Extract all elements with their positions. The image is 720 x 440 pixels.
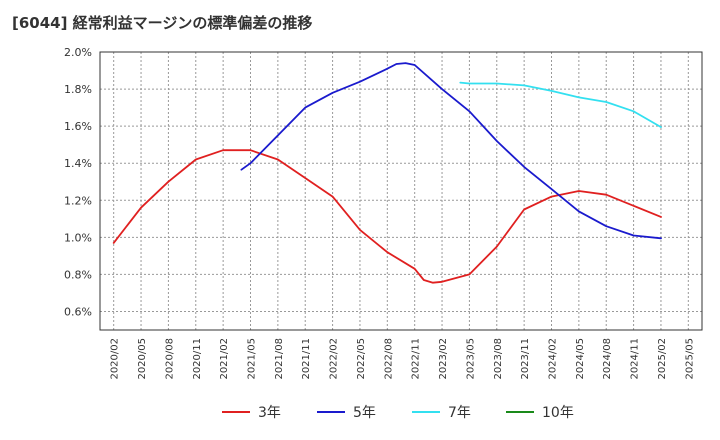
legend-swatch-7y [412,411,440,413]
x-tick-label: 2024/08 [602,338,613,380]
plot-frame [99,51,703,331]
series-layer [112,62,662,284]
x-tick-label: 2024/05 [575,338,586,380]
legend-swatch-10y [506,411,534,413]
x-tick-label: 2020/08 [164,338,175,380]
x-tick-label: 2022/11 [411,338,422,380]
legend-item-5y: 5年 [317,402,376,422]
legend-swatch-3y [222,411,250,413]
x-tick-label: 2022/02 [329,338,340,380]
x-tick-label: 2024/11 [630,338,641,380]
y-tick-label: 0.8% [64,268,92,281]
series-line-3年 [112,149,662,284]
x-tick-label: 2021/02 [219,338,230,380]
legend-label-5y: 5年 [353,405,376,421]
legend-label-3y: 3年 [258,405,281,421]
x-tick-label: 2023/05 [465,338,476,380]
y-tick-label: 1.0% [64,231,92,244]
y-tick-label: 2.0% [64,46,92,59]
legend-item-3y: 3年 [222,402,281,422]
series-line-5年 [240,62,662,240]
x-tick-label: 2025/05 [684,338,695,380]
x-tick-label: 2023/02 [438,338,449,380]
legend-item-7y: 7年 [412,402,471,422]
y-tick-label: 0.6% [64,305,92,318]
x-tick-label: 2022/08 [383,338,394,380]
legend-swatch-5y [317,411,345,413]
x-tick-label: 2021/05 [247,338,258,380]
x-tick-label: 2025/02 [657,338,668,380]
series-line-7年 [459,81,662,128]
x-tick-label: 2021/11 [301,338,312,380]
x-tick-label: 2023/08 [493,338,504,380]
x-tick-label: 2024/02 [548,338,559,380]
plot-area [100,52,702,330]
y-tick-label: 1.2% [64,194,92,207]
x-tick-label: 2023/11 [520,338,531,380]
legend-label-10y: 10年 [542,405,574,421]
y-tick-label: 1.8% [64,83,92,96]
y-tick-label: 1.6% [64,120,92,133]
y-tick-label: 1.4% [64,157,92,170]
x-tick-label: 2020/02 [110,338,121,380]
legend-label-7y: 7年 [448,405,471,421]
grid-layer [100,51,702,330]
legend: 3年 5年 7年 10年 [0,402,720,426]
x-tick-label: 2021/08 [274,338,285,380]
x-tick-label: 2022/05 [356,338,367,380]
x-tick-label: 2020/11 [192,338,203,380]
chart-title: [6044] 経常利益マージンの標準偏差の推移 [12,14,313,32]
axis-layer: 2.0% 1.8% 1.6% 1.4% 1.2% 1.0% 0.8% 0.6% 2020/02 2… [64,46,703,380]
x-tick-label: 2020/05 [137,338,148,380]
legend-item-10y: 10年 [506,402,574,422]
